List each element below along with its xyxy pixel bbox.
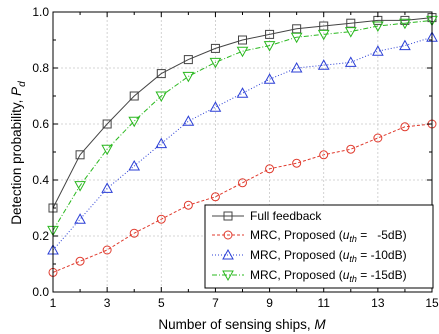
y-tick-label: 0.0 [32, 285, 49, 299]
data-point [263, 41, 276, 52]
data-point [292, 158, 302, 168]
data-point [372, 45, 384, 56]
data-point [317, 59, 330, 70]
legend-label: MRC, Proposed (uth = -15dB) [250, 268, 407, 284]
legend-marker [222, 248, 234, 260]
x-tick-label: 15 [425, 296, 439, 310]
series-layer [47, 13, 438, 277]
data-point [265, 29, 275, 39]
data-point [182, 71, 195, 83]
data-point [155, 137, 168, 149]
legend-marker [223, 230, 233, 240]
data-point [183, 55, 193, 65]
tick-label-layer: 1 3 5 7 9 11 13 150.00.20.40.60.81.0 [32, 5, 439, 310]
data-point [102, 245, 112, 255]
y-tick-label: 0.8 [32, 61, 49, 75]
data-point [210, 43, 220, 53]
axes-layer [52, 11, 433, 293]
data-point [102, 119, 112, 129]
legend-label: Full feedback [250, 209, 322, 223]
legend-marker [222, 270, 234, 282]
x-tick-label: 1 [50, 296, 57, 310]
legend-item-1: Full feedback [212, 209, 322, 223]
series-line [52, 19, 433, 231]
data-point [101, 144, 113, 156]
data-point [372, 21, 384, 33]
series-4 [47, 15, 438, 237]
legend-item-4: MRC, Proposed (uth = -15dB) [212, 268, 407, 284]
data-point [236, 46, 249, 58]
x-tick-label: 3 [104, 296, 111, 310]
data-point [263, 73, 276, 84]
series-line [52, 123, 433, 273]
data-point [155, 91, 168, 103]
data-point [238, 178, 247, 188]
data-point [319, 150, 329, 160]
data-point [101, 182, 113, 193]
data-point [238, 35, 247, 45]
series-line [52, 36, 433, 251]
y-tick-label: 0.6 [32, 117, 49, 131]
x-axis-title: Number of sensing ships, M [158, 317, 326, 332]
data-point [236, 87, 249, 98]
x-tick-label: 9 [266, 296, 273, 310]
data-point [129, 91, 139, 101]
data-point [265, 164, 275, 174]
data-point [75, 256, 85, 266]
data-point [399, 39, 411, 51]
legend-item-3: MRC, Proposed (uth = -10dB) [212, 248, 407, 264]
data-point [209, 101, 222, 112]
data-point [209, 57, 222, 69]
y-tick-label: 0.2 [32, 229, 49, 243]
series-line [52, 17, 433, 209]
data-point [344, 56, 357, 67]
data-point [128, 116, 141, 128]
data-point [74, 213, 86, 224]
data-point [128, 159, 141, 171]
legend-marker [223, 211, 233, 221]
data-point [344, 27, 357, 38]
data-point [183, 200, 193, 210]
y-axis-title: Detection probability, Pd [9, 81, 28, 225]
legend-label: MRC, Proposed (uth = -10dB) [250, 248, 407, 264]
data-point [75, 150, 85, 160]
data-point [74, 181, 86, 192]
data-point [317, 29, 330, 41]
data-point [399, 18, 411, 30]
data-point [182, 115, 195, 126]
x-tick-label: 13 [371, 296, 385, 310]
data-point [210, 192, 220, 202]
data-point [290, 61, 303, 73]
legend: Full feedback MRC, Proposed (uth = -5dB) M… [204, 204, 434, 289]
x-tick-label: 5 [158, 296, 165, 310]
legend-label: MRC, Proposed (uth = -5dB) [250, 228, 407, 244]
data-point [129, 228, 139, 238]
y-tick-label: 0.4 [32, 173, 49, 187]
data-point [156, 69, 166, 79]
data-point [346, 144, 356, 154]
x-tick-label: 7 [212, 296, 219, 310]
data-point [373, 133, 383, 143]
legend-box [204, 204, 434, 289]
legend-item-2: MRC, Proposed (uth = -5dB) [212, 228, 407, 244]
data-point [400, 122, 410, 132]
series-1 [48, 13, 437, 213]
data-point [290, 32, 303, 44]
series-2 [48, 119, 437, 277]
y-tick-label: 1.0 [32, 5, 49, 19]
data-point [156, 214, 166, 224]
x-tick-label: 11 [317, 296, 330, 310]
